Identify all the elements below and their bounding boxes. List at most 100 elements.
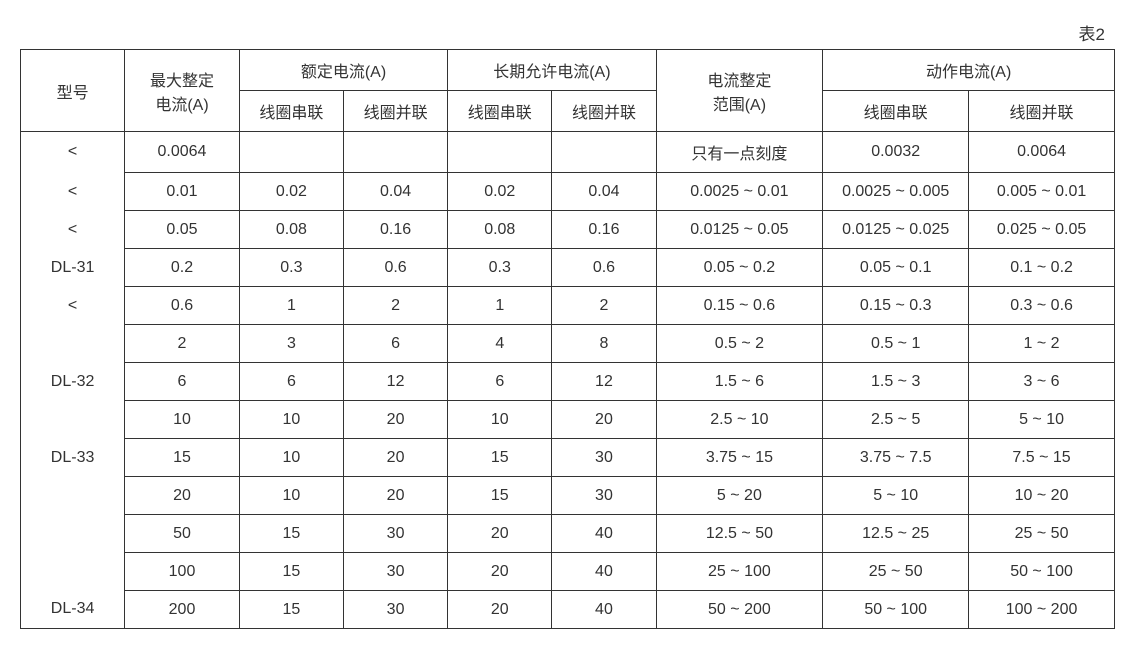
table-header: 型号 最大整定 电流(A) 额定电流(A) 长期允许电流(A) 电流整定 范围(… <box>21 50 1115 132</box>
cell-model: < <box>21 132 125 173</box>
cell-model <box>21 553 125 591</box>
cell-max: 20 <box>125 477 240 515</box>
table-row: <0.010.020.040.020.040.0025 ~ 0.010.0025… <box>21 173 1115 211</box>
cell-rated-parallel: 0.6 <box>343 249 447 287</box>
cell-long-parallel: 20 <box>552 401 656 439</box>
header-rated-current: 额定电流(A) <box>239 50 447 91</box>
cell-action-series: 0.5 ~ 1 <box>823 325 969 363</box>
table-row: DL-310.20.30.60.30.60.05 ~ 0.20.05 ~ 0.1… <box>21 249 1115 287</box>
table-row: DL-342001530204050 ~ 20050 ~ 100100 ~ 20… <box>21 591 1115 629</box>
cell-rated-parallel <box>343 132 447 173</box>
cell-action-series: 0.15 ~ 0.3 <box>823 287 969 325</box>
cell-rated-parallel: 20 <box>343 477 447 515</box>
cell-long-parallel: 40 <box>552 553 656 591</box>
cell-long-parallel: 0.6 <box>552 249 656 287</box>
cell-max: 0.01 <box>125 173 240 211</box>
cell-action-parallel: 50 ~ 100 <box>969 553 1115 591</box>
cell-rated-series: 15 <box>239 591 343 629</box>
spec-table: 型号 最大整定 电流(A) 额定电流(A) 长期允许电流(A) 电流整定 范围(… <box>20 49 1115 629</box>
cell-range: 2.5 ~ 10 <box>656 401 823 439</box>
cell-long-parallel: 8 <box>552 325 656 363</box>
cell-range: 50 ~ 200 <box>656 591 823 629</box>
cell-rated-parallel: 20 <box>343 439 447 477</box>
cell-long-series: 0.02 <box>448 173 552 211</box>
table-row: 10102010202.5 ~ 102.5 ~ 55 ~ 10 <box>21 401 1115 439</box>
header-action-current: 动作电流(A) <box>823 50 1115 91</box>
header-max-setting: 最大整定 电流(A) <box>125 50 240 132</box>
cell-model: < <box>21 173 125 211</box>
cell-max: 15 <box>125 439 240 477</box>
cell-action-parallel: 25 ~ 50 <box>969 515 1115 553</box>
cell-rated-parallel: 0.04 <box>343 173 447 211</box>
table-row: <0.050.080.160.080.160.0125 ~ 0.050.0125… <box>21 211 1115 249</box>
cell-long-parallel: 0.16 <box>552 211 656 249</box>
cell-rated-series: 0.08 <box>239 211 343 249</box>
cell-long-series: 4 <box>448 325 552 363</box>
cell-long-parallel: 40 <box>552 515 656 553</box>
cell-action-series: 1.5 ~ 3 <box>823 363 969 401</box>
cell-model <box>21 401 125 439</box>
cell-action-parallel: 0.025 ~ 0.05 <box>969 211 1115 249</box>
header-row-1: 型号 最大整定 电流(A) 额定电流(A) 长期允许电流(A) 电流整定 范围(… <box>21 50 1115 91</box>
cell-range: 0.0125 ~ 0.05 <box>656 211 823 249</box>
cell-action-series: 12.5 ~ 25 <box>823 515 969 553</box>
cell-action-parallel: 7.5 ~ 15 <box>969 439 1115 477</box>
cell-long-parallel: 2 <box>552 287 656 325</box>
cell-action-parallel: 5 ~ 10 <box>969 401 1115 439</box>
cell-rated-series: 10 <box>239 477 343 515</box>
cell-rated-series: 0.02 <box>239 173 343 211</box>
cell-long-parallel <box>552 132 656 173</box>
cell-range: 3.75 ~ 15 <box>656 439 823 477</box>
table-row: <0.0064只有一点刻度0.00320.0064 <box>21 132 1115 173</box>
cell-action-series: 2.5 ~ 5 <box>823 401 969 439</box>
cell-rated-parallel: 30 <box>343 591 447 629</box>
table-body: <0.0064只有一点刻度0.00320.0064<0.010.020.040.… <box>21 132 1115 629</box>
cell-max: 200 <box>125 591 240 629</box>
cell-action-series: 5 ~ 10 <box>823 477 969 515</box>
cell-model <box>21 325 125 363</box>
cell-long-parallel: 12 <box>552 363 656 401</box>
header-long-term-current: 长期允许电流(A) <box>448 50 656 91</box>
cell-long-parallel: 30 <box>552 477 656 515</box>
header-rated-parallel: 线圈并联 <box>343 91 447 132</box>
cell-model: < <box>21 211 125 249</box>
cell-action-parallel: 0.005 ~ 0.01 <box>969 173 1115 211</box>
cell-max: 2 <box>125 325 240 363</box>
cell-range: 5 ~ 20 <box>656 477 823 515</box>
table-row: <0.612120.15 ~ 0.60.15 ~ 0.30.3 ~ 0.6 <box>21 287 1115 325</box>
cell-model: DL-32 <box>21 363 125 401</box>
cell-long-parallel: 0.04 <box>552 173 656 211</box>
cell-model <box>21 477 125 515</box>
cell-rated-series: 0.3 <box>239 249 343 287</box>
table-caption: 表2 <box>20 20 1115 45</box>
cell-max: 0.0064 <box>125 132 240 173</box>
cell-max: 100 <box>125 553 240 591</box>
cell-action-series: 25 ~ 50 <box>823 553 969 591</box>
cell-rated-parallel: 30 <box>343 515 447 553</box>
cell-rated-parallel: 2 <box>343 287 447 325</box>
cell-range: 0.05 ~ 0.2 <box>656 249 823 287</box>
cell-action-parallel: 3 ~ 6 <box>969 363 1115 401</box>
cell-max: 0.2 <box>125 249 240 287</box>
cell-action-series: 0.0025 ~ 0.005 <box>823 173 969 211</box>
cell-max: 10 <box>125 401 240 439</box>
cell-rated-series: 6 <box>239 363 343 401</box>
cell-action-parallel: 1 ~ 2 <box>969 325 1115 363</box>
cell-range: 1.5 ~ 6 <box>656 363 823 401</box>
cell-rated-parallel: 12 <box>343 363 447 401</box>
table-row: DL-3315102015303.75 ~ 153.75 ~ 7.57.5 ~ … <box>21 439 1115 477</box>
cell-rated-series: 3 <box>239 325 343 363</box>
cell-long-series: 0.3 <box>448 249 552 287</box>
cell-long-series: 0.08 <box>448 211 552 249</box>
cell-long-series: 20 <box>448 553 552 591</box>
header-action-parallel: 线圈并联 <box>969 91 1115 132</box>
cell-action-series: 50 ~ 100 <box>823 591 969 629</box>
table-row: 236480.5 ~ 20.5 ~ 11 ~ 2 <box>21 325 1115 363</box>
cell-model: < <box>21 287 125 325</box>
cell-long-parallel: 40 <box>552 591 656 629</box>
table-row: 1001530204025 ~ 10025 ~ 5050 ~ 100 <box>21 553 1115 591</box>
cell-model: DL-34 <box>21 591 125 629</box>
cell-action-parallel: 0.3 ~ 0.6 <box>969 287 1115 325</box>
cell-rated-parallel: 6 <box>343 325 447 363</box>
table-row: 20102015305 ~ 205 ~ 1010 ~ 20 <box>21 477 1115 515</box>
